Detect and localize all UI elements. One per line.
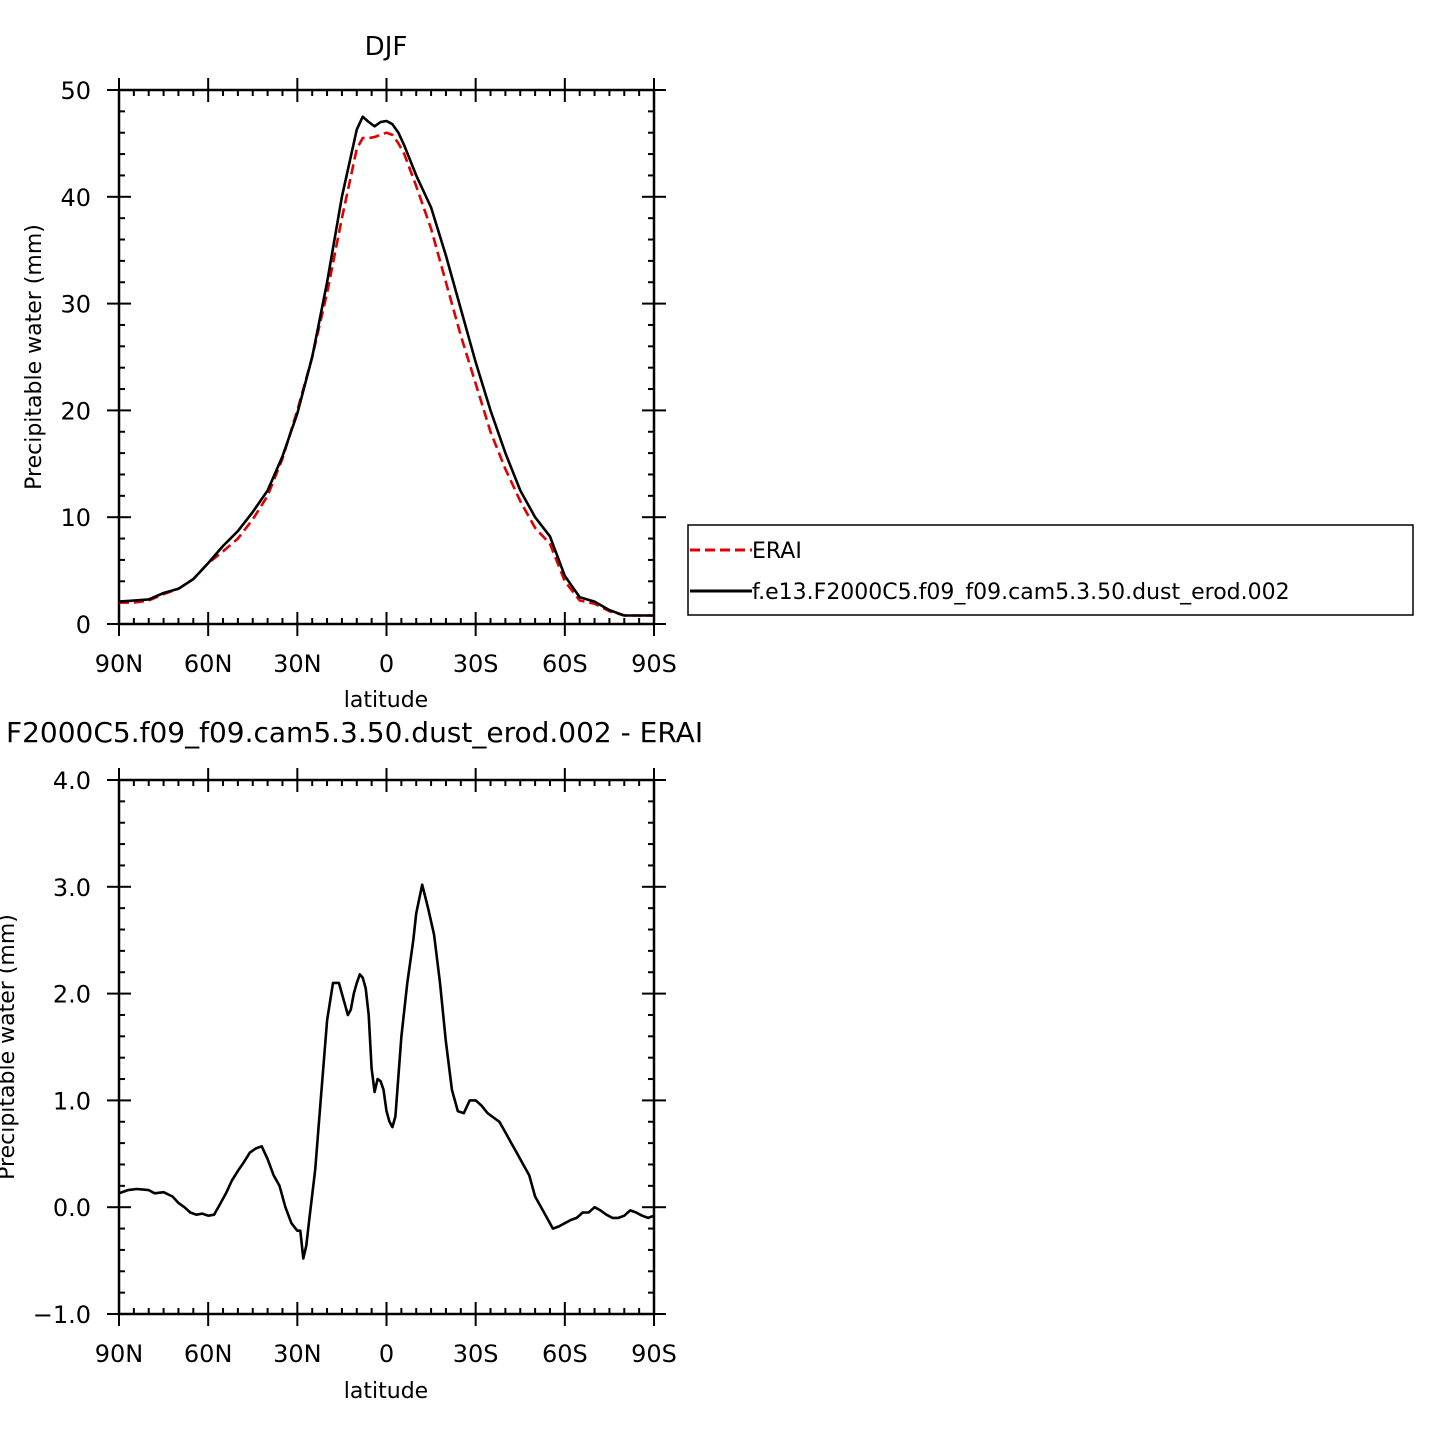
bottom-series-line-0: [118, 883, 655, 1260]
bottom-y-tick-label: 3.0: [53, 874, 91, 902]
bottom-panel: F2000C5.f09_f09.cam5.3.50.dust_erod.002 …: [0, 716, 703, 1404]
legend-label-model: f.e13.F2000C5.f09_f09.cam5.3.50.dust_ero…: [752, 580, 1290, 605]
legend-label-erai: ERAI: [752, 539, 802, 564]
bottom-x-tick-label: 60N: [184, 1340, 233, 1368]
top-x-tick-label: 0: [379, 650, 394, 678]
top-x-tick-label: 90N: [95, 650, 144, 678]
top-ticks: [107, 78, 666, 636]
bottom-y-tick-label: 4.0: [53, 767, 91, 795]
bottom-chart-title: F2000C5.f09_f09.cam5.3.50.dust_erod.002 …: [6, 716, 703, 749]
bottom-x-tick-label: 90S: [631, 1340, 677, 1368]
top-series: [118, 115, 654, 617]
top-y-tick-label: 30: [60, 291, 91, 319]
bottom-y-axis-label: Precipitable water (mm): [0, 914, 20, 1180]
top-tick-labels: 90N 60N 30N 0 30S 60S 90S 0 10 20 30 40 50: [60, 77, 676, 678]
bottom-x-tick-label: 30N: [273, 1340, 322, 1368]
top-y-tick-label: 40: [60, 184, 91, 212]
bottom-y-tick-label: 2.0: [53, 981, 91, 1009]
top-y-tick-label: 20: [60, 397, 91, 425]
top-x-tick-label: 30N: [273, 650, 322, 678]
top-panel: DJF 90N 60N 30N 0 30S 60S 90S 0 10 20 30 40 50 latit…: [22, 32, 677, 713]
bottom-plot-frame: [117, 778, 656, 1316]
bottom-x-tick-label: 90N: [95, 1340, 144, 1368]
bottom-y-tick-label: 0.0: [53, 1194, 91, 1222]
top-y-tick-label: 50: [60, 77, 91, 105]
bottom-x-tick-label: 30S: [453, 1340, 499, 1368]
top-series-line-1: [118, 115, 654, 617]
bottom-y-tick-label: 1.0: [53, 1087, 91, 1115]
top-x-tick-label: 30S: [453, 650, 499, 678]
top-y-tick-label: 0: [76, 611, 91, 639]
top-x-tick-label: 90S: [631, 650, 677, 678]
bottom-tick-labels: 90N 60N 30N 0 30S 60S 90S −1.0 0.0 1.0 2.0 3.0 4.0: [33, 767, 677, 1368]
top-x-axis-label: latitude: [344, 688, 428, 713]
bottom-series: [118, 883, 655, 1260]
bottom-y-tick-label: −1.0: [33, 1301, 91, 1329]
top-plot-frame: [117, 88, 656, 626]
top-series-line-0: [119, 131, 654, 617]
legend: ERAI f.e13.F2000C5.f09_f09.cam5.3.50.dus…: [687, 524, 1414, 616]
bottom-ticks: [107, 768, 666, 1326]
bottom-x-axis-label: latitude: [344, 1379, 428, 1404]
bottom-x-tick-label: 60S: [542, 1340, 588, 1368]
top-x-tick-label: 60S: [542, 650, 588, 678]
top-y-tick-label: 10: [60, 504, 91, 532]
top-y-axis-label: Precipitable water (mm): [22, 224, 47, 490]
top-x-tick-label: 60N: [184, 650, 233, 678]
bottom-x-tick-label: 0: [379, 1340, 394, 1368]
top-chart-title: DJF: [365, 32, 408, 62]
legend-box: [687, 524, 1414, 616]
